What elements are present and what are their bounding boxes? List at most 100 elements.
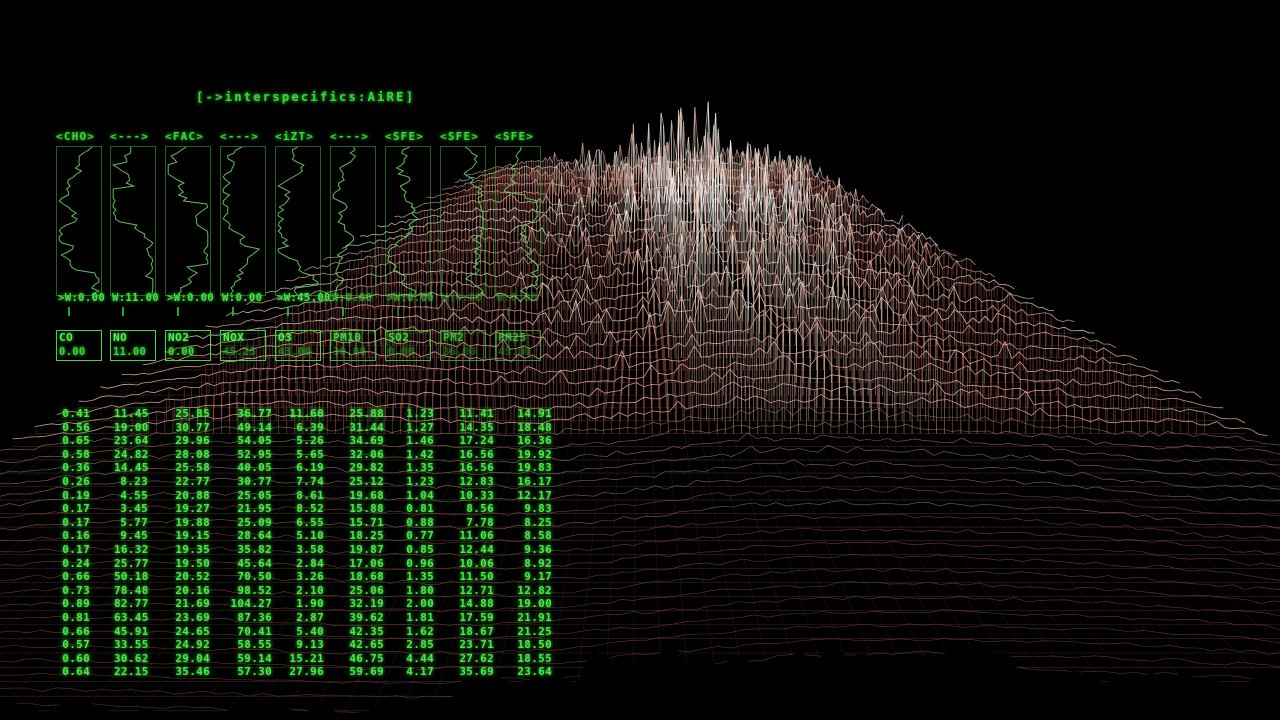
pollutant-box-pm2[interactable]: PM2 36.00	[440, 330, 486, 361]
table-cell: 1.81	[406, 610, 434, 624]
header-label-5: <--->	[330, 130, 370, 143]
table-cell: 21.91	[517, 610, 552, 624]
sparkline-panel-2	[165, 146, 211, 296]
table-cell: 3.45	[120, 502, 148, 516]
table-cell: 2.84	[296, 556, 324, 570]
table-row: 0.56 19.00 30.77 49.14 6.39 31.44 1.27 14.35 18.…	[56, 416, 552, 434]
pollutant-value: 0.00	[168, 346, 195, 358]
table-cell: 42.65	[349, 638, 384, 652]
table-cell: 5.10	[296, 529, 324, 543]
timestamp-2: >W:0.00	[167, 292, 215, 304]
sparkline-panel-1	[110, 146, 156, 296]
table-cell: 0.89	[62, 597, 90, 611]
pollutant-value: 43.00	[278, 346, 312, 358]
table-cell: 34.69	[349, 434, 384, 448]
table-cell: 32.19	[349, 597, 384, 611]
table-cell: 15.88	[349, 502, 384, 516]
table-cell: 30.77	[237, 474, 272, 488]
tick-mark-4	[287, 307, 289, 316]
pollutant-box-nox[interactable]: NOX 45.25	[220, 330, 266, 361]
table-cell: 11.50	[459, 570, 494, 584]
table-cell: 98.52	[237, 583, 272, 597]
table-row: 0.60 30.62 29.04 59.14 15.21 46.75 4.44 27.62 18…	[56, 647, 552, 665]
tick-mark-0	[68, 307, 70, 316]
table-cell: 39.62	[349, 610, 384, 624]
table-cell: 16.32	[114, 542, 149, 556]
table-cell: 19.15	[175, 529, 210, 543]
table-cell: 12.83	[459, 474, 494, 488]
timestamp-8: W:0.00	[497, 292, 538, 304]
pollutant-box-co[interactable]: CO 0.00	[56, 330, 102, 361]
table-cell: 31.44	[349, 420, 384, 434]
table-cell: 5.26	[296, 434, 324, 448]
sparkline-panel-7	[440, 146, 486, 296]
table-cell: 1.23	[406, 407, 434, 420]
table-cell: 18.68	[349, 570, 384, 584]
pollutant-box-no[interactable]: NO 11.00	[110, 330, 156, 361]
table-cell: 12.44	[459, 542, 494, 556]
table-cell: 0.85	[406, 542, 434, 556]
table-cell: 63.45	[114, 610, 149, 624]
table-cell: 4.55	[120, 488, 148, 502]
table-cell: 25.05	[237, 488, 272, 502]
table-cell: 2.00	[406, 597, 434, 611]
table-cell: 16.17	[517, 474, 552, 488]
pollutant-box-no2[interactable]: NO2 0.00	[165, 330, 211, 361]
table-cell: 23.71	[459, 638, 494, 652]
timestamp-0: >W:0.00	[58, 292, 106, 304]
table-cell: 23.64	[114, 434, 149, 448]
pollutant-value: 0.00	[59, 346, 86, 358]
table-cell: 29.96	[175, 434, 210, 448]
table-cell: 5.65	[296, 447, 324, 461]
header-label-6: <SFE>	[385, 130, 425, 143]
table-cell: 6.19	[296, 461, 324, 475]
table-cell: 14.45	[114, 461, 149, 475]
table-cell: 20.88	[175, 488, 210, 502]
table-cell: 18.48	[517, 420, 552, 434]
table-cell: 0.66	[62, 624, 90, 638]
table-cell: 18.25	[349, 529, 384, 543]
table-cell: 24.65	[175, 624, 210, 638]
table-cell: 8.61	[296, 488, 324, 502]
table-cell: 18.50	[517, 638, 552, 652]
pollutant-box-so2[interactable]: SO2 0.00	[385, 330, 431, 361]
table-cell: 17.24	[459, 434, 494, 448]
pollutant-box-o3[interactable]: O3 43.00	[275, 330, 321, 361]
pollutant-value: 45.00	[498, 346, 532, 358]
table-cell: 28.64	[237, 529, 272, 543]
table-cell: 23.64	[517, 665, 552, 679]
table-cell: 0.26	[62, 474, 90, 488]
table-cell: 25.58	[175, 461, 210, 475]
table-cell: 20.52	[175, 570, 210, 584]
table-cell: 4.17	[406, 665, 434, 679]
table-cell: 50.18	[114, 570, 149, 584]
table-cell: 12.82	[517, 583, 552, 597]
table-cell: 15.21	[289, 651, 324, 665]
table-row: 0.58 24.82 28.08 52.95 5.65 32.06 1.42 16.56 19.…	[56, 443, 552, 461]
table-cell: 28.08	[175, 447, 210, 461]
table-cell: 5.40	[296, 624, 324, 638]
table-cell: 8.58	[524, 529, 552, 543]
table-cell: 6.55	[296, 515, 324, 529]
table-row: 0.89 82.77 21.69 104.27 1.90 32.19 2.00 14.88 19…	[56, 592, 552, 610]
table-cell: 14.91	[517, 407, 552, 420]
timestamp-3: W:0.00	[222, 292, 263, 304]
table-row: 0.26 8.23 22.77 30.77 7.74 25.12 1.23 12.83 16.1…	[56, 470, 552, 488]
table-cell: 24.82	[114, 447, 149, 461]
tick-mark-5	[342, 307, 344, 316]
table-cell: 0.16	[62, 529, 90, 543]
pollutant-box-pm10[interactable]: PM10 30.00	[330, 330, 376, 361]
table-cell: 58.55	[237, 638, 272, 652]
table-cell: 2.85	[406, 638, 434, 652]
timestamp-7: W:0.00	[442, 292, 483, 304]
header-label-2: <FAC>	[165, 130, 205, 143]
table-cell: 57.30	[237, 665, 272, 679]
table-cell: 1.04	[406, 488, 434, 502]
pollutant-box-pm25[interactable]: PM25 45.00	[495, 330, 541, 361]
table-cell: 82.77	[114, 597, 149, 611]
table-cell: 0.17	[62, 515, 90, 529]
table-cell: 1.90	[296, 597, 324, 611]
table-cell: 2.87	[296, 610, 324, 624]
tick-mark-3	[232, 307, 234, 316]
table-cell: 19.83	[517, 461, 552, 475]
